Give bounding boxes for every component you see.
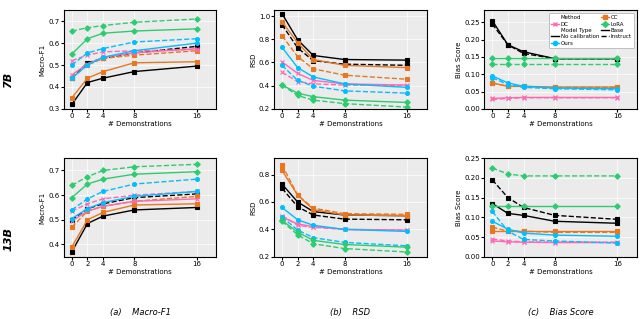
X-axis label: # Demonstrations: # Demonstrations [529, 121, 593, 127]
Legend: Method, DC, Model Type, No calibration, Ours, CC, LoRA, Base, Instruct: Method, DC, Model Type, No calibration, … [549, 13, 634, 48]
Y-axis label: Macro-F1: Macro-F1 [40, 43, 46, 76]
Y-axis label: Bias Score: Bias Score [456, 189, 462, 226]
Text: (c)    Bias Score: (c) Bias Score [528, 308, 593, 317]
Y-axis label: RSD: RSD [250, 200, 256, 215]
X-axis label: # Demonstrations: # Demonstrations [319, 121, 382, 127]
Text: 13B: 13B [3, 227, 13, 251]
X-axis label: # Demonstrations: # Demonstrations [319, 269, 382, 275]
X-axis label: # Demonstrations: # Demonstrations [108, 121, 172, 127]
Text: 7B: 7B [3, 72, 13, 88]
Y-axis label: Bias Score: Bias Score [456, 41, 462, 78]
Y-axis label: Macro-F1: Macro-F1 [40, 191, 46, 224]
X-axis label: # Demonstrations: # Demonstrations [108, 269, 172, 275]
X-axis label: # Demonstrations: # Demonstrations [529, 269, 593, 275]
Text: (a)    Macro-F1: (a) Macro-F1 [109, 308, 171, 317]
Y-axis label: RSD: RSD [250, 52, 256, 67]
Text: (b)    RSD: (b) RSD [330, 308, 371, 317]
